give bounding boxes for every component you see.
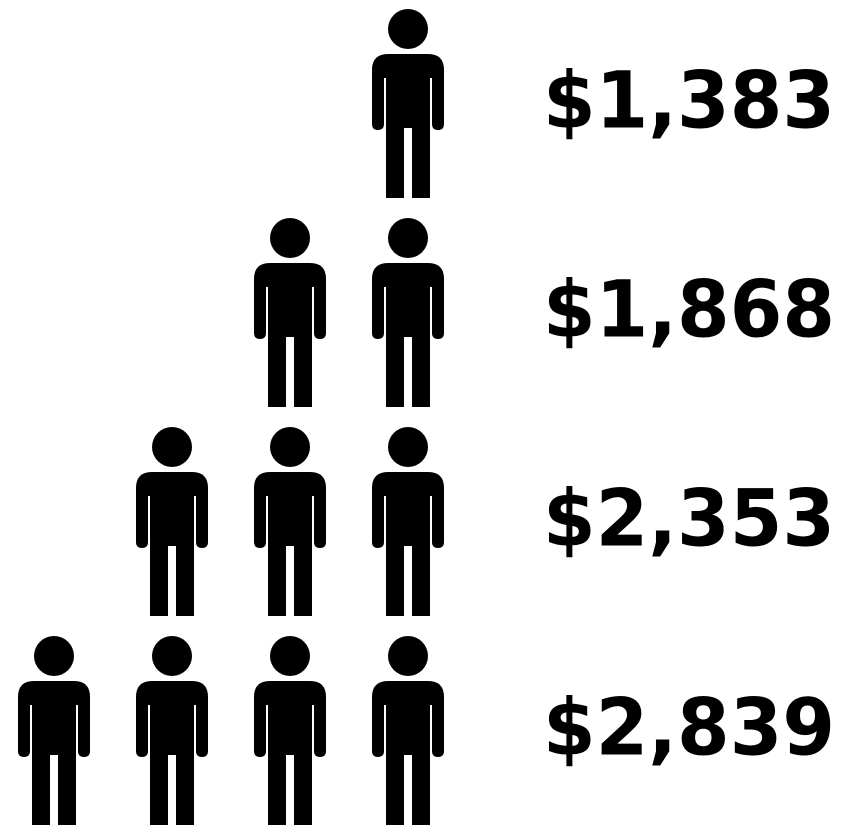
person-icon	[254, 636, 326, 825]
person-icon	[254, 427, 326, 616]
amount-label: $2,353	[543, 474, 835, 564]
person-group	[254, 218, 444, 407]
person-icon	[372, 9, 444, 198]
person-group	[136, 427, 444, 616]
amount-label: $1,868	[543, 265, 835, 355]
person-icon	[136, 427, 208, 616]
person-icon	[372, 427, 444, 616]
person-icon	[136, 636, 208, 825]
amount-label: $1,383	[543, 56, 835, 146]
person-icon	[372, 218, 444, 407]
person-group	[18, 636, 444, 825]
person-group	[372, 9, 444, 198]
person-icon	[18, 636, 90, 825]
person-icon	[372, 636, 444, 825]
person-icon	[254, 218, 326, 407]
amount-label: $2,839	[543, 683, 835, 773]
